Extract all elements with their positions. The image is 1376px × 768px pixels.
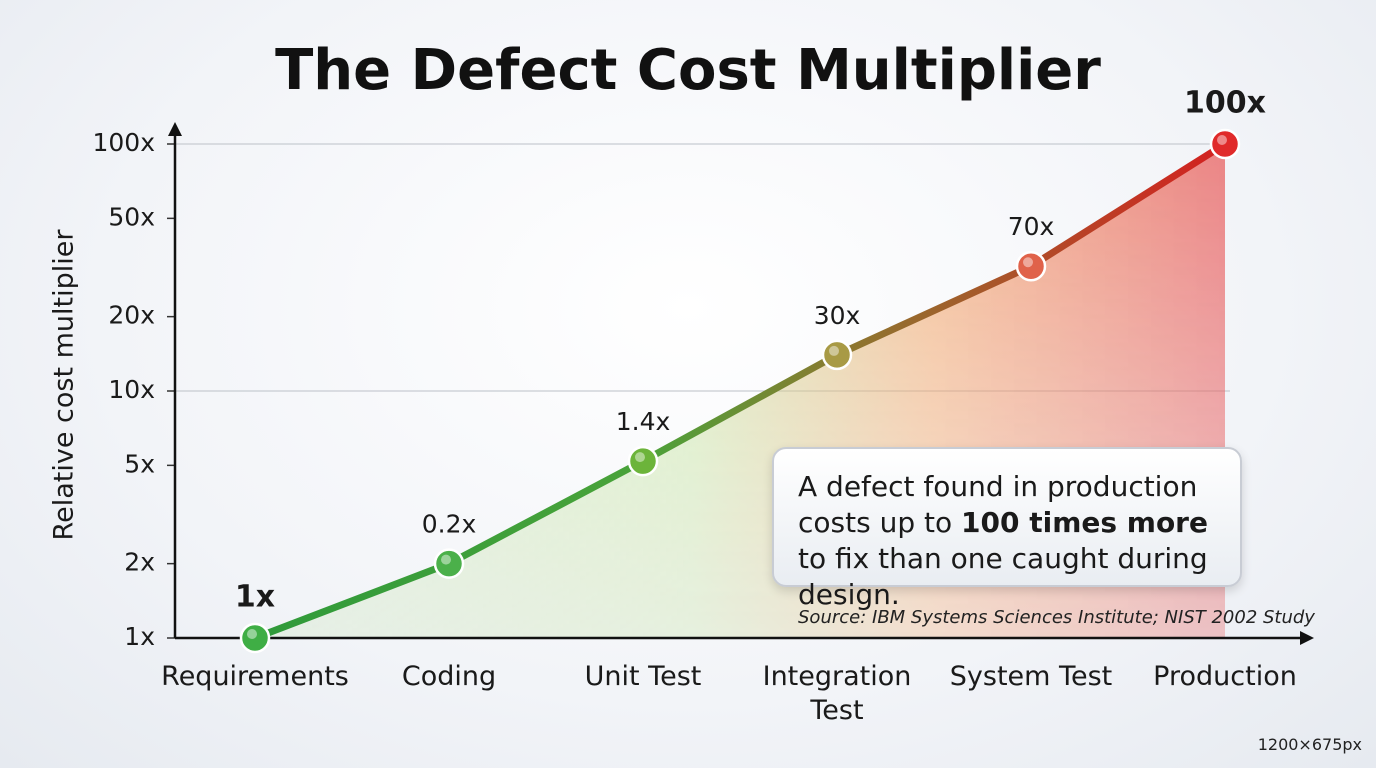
axis-arrow [168, 122, 182, 136]
point [433, 548, 465, 579]
point [239, 622, 271, 654]
callout-text: to fix than one caught during design. [798, 542, 1208, 611]
point [821, 339, 853, 371]
y-tick-label: 5x [124, 449, 155, 478]
chart-title: The Defect Cost Multiplier [275, 38, 1101, 103]
point-shine [1217, 135, 1227, 145]
point-shine [635, 452, 645, 463]
x-tick-label: Integration Test [762, 661, 912, 726]
point [627, 445, 659, 477]
y-tick-label: 100x [92, 128, 155, 157]
y-tick-label: 1x [124, 622, 155, 651]
point [1209, 128, 1241, 160]
x-tick-label: Production [1153, 661, 1297, 692]
point-shine [829, 345, 839, 356]
callout-text: A defect found in production costs up to [798, 470, 1198, 539]
x-tick-label: Unit Test [584, 661, 702, 692]
x-tick-label: System Test [949, 661, 1113, 692]
y-tick-label: 20x [108, 301, 155, 330]
footer: 1200×675px [1257, 735, 1362, 754]
callout-bold: 100 times more [961, 506, 1208, 539]
point-shine [1023, 257, 1033, 268]
y-tick-label: 2x [124, 548, 155, 577]
y-tick-label: 50x [108, 202, 155, 231]
data-label: 30x [814, 301, 861, 330]
axis-arrow [1300, 631, 1314, 645]
data-label: 70x [1008, 212, 1055, 241]
data-label: 0.2x [422, 510, 477, 539]
x-tick-label: Requirements [161, 661, 349, 692]
y-tick-label: 10x [108, 375, 155, 404]
source: Source: IBM Systems Sciences Institute; … [798, 607, 1315, 628]
data-label: 100x [1184, 86, 1266, 121]
callout: A defect found in production costs up to… [772, 447, 1242, 611]
x-tick-label: Coding [401, 661, 497, 692]
point-shine [441, 554, 451, 565]
data-label: 1.4x [616, 407, 671, 436]
point-shine [247, 629, 257, 639]
data-label: 1x [235, 580, 275, 615]
point [1015, 250, 1047, 282]
y-axis-label: Relative cost multiplier [49, 229, 80, 541]
line [253, 141, 1227, 642]
